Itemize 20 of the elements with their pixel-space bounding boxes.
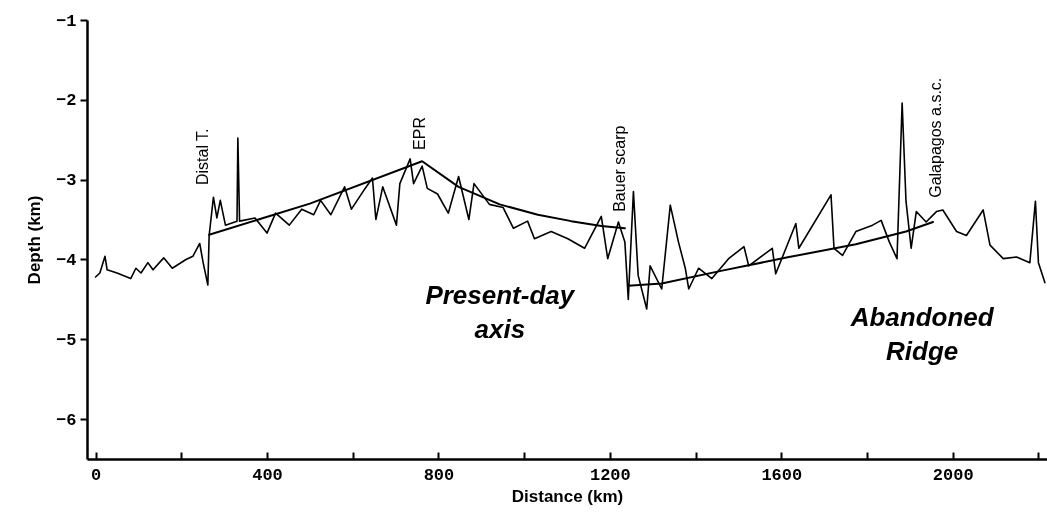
y-tick-label: −2 — [56, 91, 77, 111]
y-tick-label: −6 — [56, 410, 77, 430]
annotation: Present-day axis — [425, 280, 576, 345]
annotation: Bauer scarp — [610, 125, 628, 212]
x-tick-label: 400 — [252, 465, 283, 485]
x-tick-label: 2000 — [932, 465, 974, 485]
x-tick-label: 1200 — [589, 465, 631, 485]
y-tick-label: −3 — [56, 171, 77, 191]
y-tick-label: −5 — [56, 330, 77, 350]
y-tick-label: −4 — [56, 250, 77, 270]
x-tick-label: 800 — [423, 465, 455, 485]
x-tick-label: 1600 — [761, 465, 803, 485]
x-tick-label: 0 — [90, 465, 102, 485]
annotation: Abandoned Ridge — [849, 302, 995, 367]
y-tick-label: −1 — [56, 11, 77, 31]
annotation: Galapagos a.s.c. — [926, 77, 944, 198]
x-axis-title: Distance (km) — [511, 486, 624, 506]
annotation: Distal T. — [194, 128, 212, 186]
y-axis-title: Depth (km) — [25, 195, 45, 285]
annotation: EPR — [411, 117, 429, 150]
